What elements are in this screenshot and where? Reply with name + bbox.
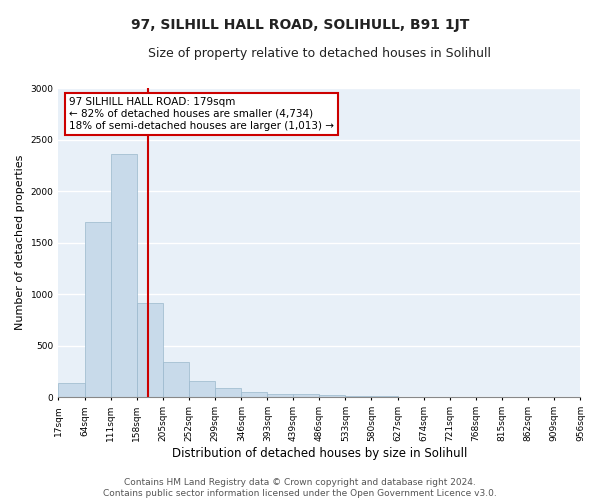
Bar	[398, 396, 424, 398]
Bar	[163, 362, 189, 398]
Bar	[241, 392, 268, 398]
Bar	[424, 397, 450, 398]
Bar	[319, 396, 346, 398]
Title: Size of property relative to detached houses in Solihull: Size of property relative to detached ho…	[148, 48, 491, 60]
Bar	[110, 154, 137, 398]
Bar	[346, 396, 371, 398]
Text: Contains HM Land Registry data © Crown copyright and database right 2024.
Contai: Contains HM Land Registry data © Crown c…	[103, 478, 497, 498]
Text: 97 SILHILL HALL ROAD: 179sqm
← 82% of detached houses are smaller (4,734)
18% of: 97 SILHILL HALL ROAD: 179sqm ← 82% of de…	[69, 98, 334, 130]
Bar	[189, 381, 215, 398]
Y-axis label: Number of detached properties: Number of detached properties	[15, 155, 25, 330]
Bar	[268, 394, 293, 398]
Text: 97, SILHILL HALL ROAD, SOLIHULL, B91 1JT: 97, SILHILL HALL ROAD, SOLIHULL, B91 1JT	[131, 18, 469, 32]
Bar	[85, 222, 110, 398]
X-axis label: Distribution of detached houses by size in Solihull: Distribution of detached houses by size …	[172, 447, 467, 460]
Bar	[137, 302, 163, 398]
Bar	[215, 388, 241, 398]
Bar	[371, 396, 398, 398]
Bar	[293, 394, 319, 398]
Bar	[58, 383, 85, 398]
